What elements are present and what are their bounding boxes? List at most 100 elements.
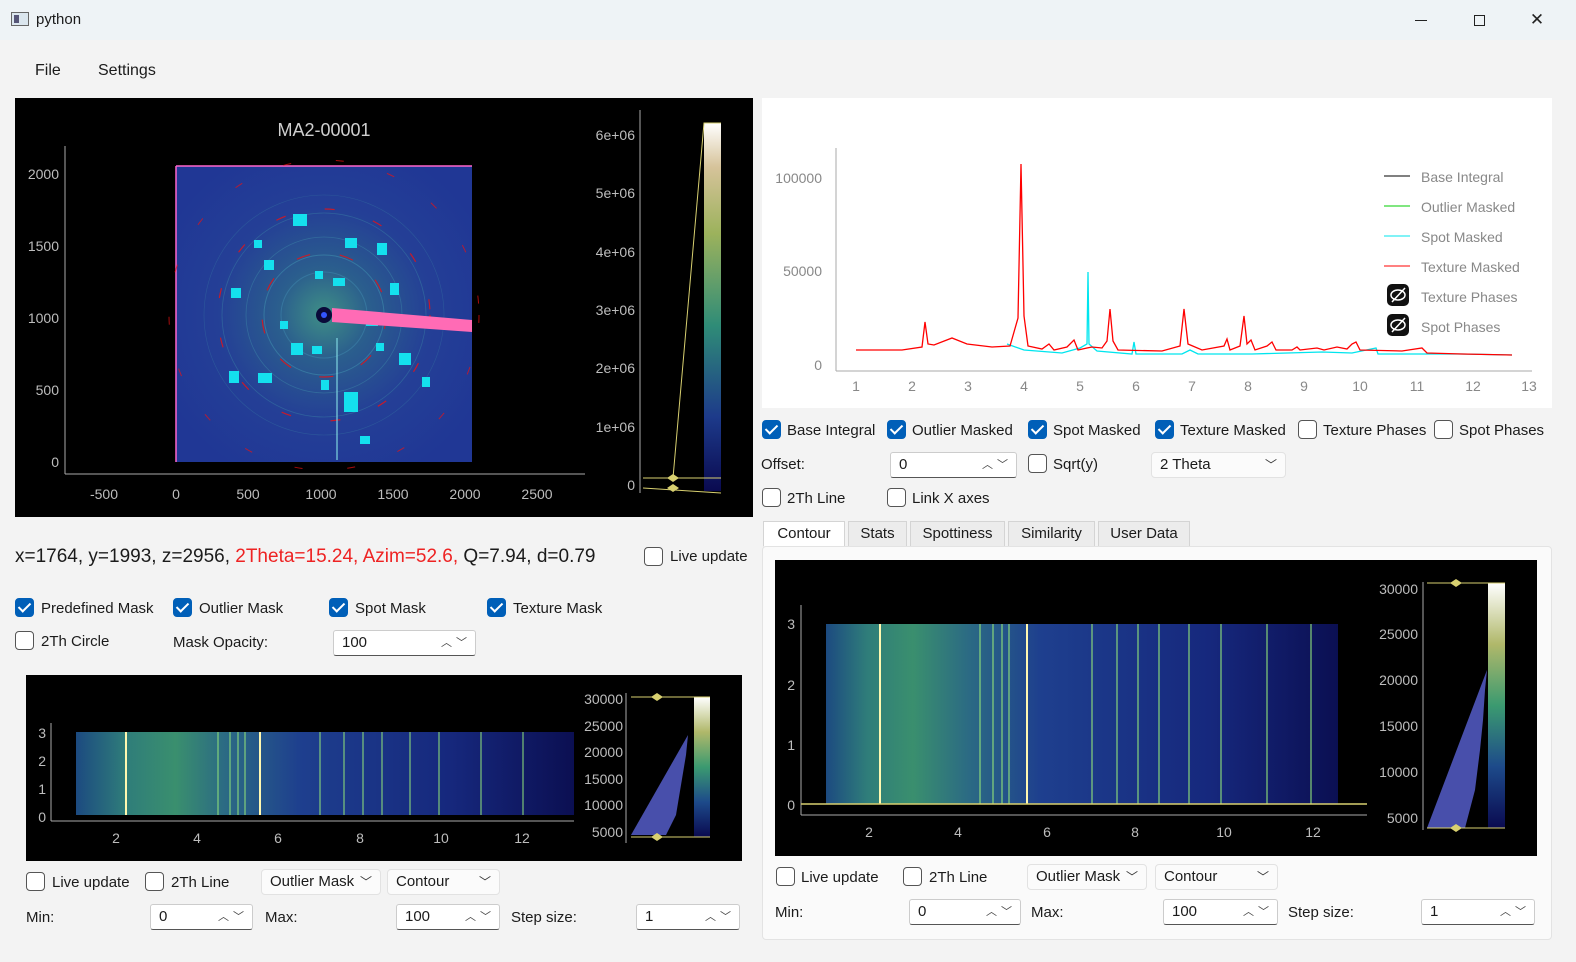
x-tick: 10 [1216, 824, 1232, 840]
spin-arrows-icon[interactable]: ︿﹀ [982, 459, 1012, 471]
left-2th-line-checkbox[interactable] [145, 872, 164, 891]
hidden-eye-icon[interactable] [1387, 314, 1409, 336]
y-tick: 3 [38, 725, 46, 741]
minimize-button[interactable] [1392, 0, 1450, 40]
right-contour-colorbar[interactable]: 30000 25000 20000 15000 10000 5000 [1379, 579, 1505, 832]
menu-settings[interactable]: Settings [98, 62, 156, 79]
right-mask-select[interactable]: Outlier Mask ﹀ [1027, 864, 1147, 890]
right-live-update-checkbox[interactable] [776, 867, 795, 886]
spin-arrows-icon[interactable]: ︿﹀ [1500, 906, 1530, 918]
right-step-value: 1 [1430, 903, 1439, 920]
contour-image[interactable] [801, 624, 1367, 805]
left-step-spinbox[interactable]: 1 ︿﹀ [636, 904, 740, 930]
base-integral-label: Base Integral [787, 422, 876, 439]
link-x-axes-checkbox[interactable] [887, 488, 906, 507]
right-mask-select-value: Outlier Mask [1036, 868, 1121, 885]
right-min-value: 0 [918, 903, 927, 920]
tab-stats[interactable]: Stats [848, 521, 907, 547]
spot-phases-checkbox[interactable] [1434, 420, 1453, 439]
cursor-readout: x=1764, y=1993, z=2956, 2Theta=15.24, Az… [15, 546, 596, 568]
maximize-button[interactable] [1450, 0, 1508, 40]
x-tick: 8 [356, 830, 364, 846]
spin-arrows-icon[interactable]: ︿﹀ [1243, 906, 1273, 918]
x-axis-unit-select[interactable]: 2 Theta ﹀ [1151, 452, 1286, 478]
spin-arrows-icon[interactable]: ︿﹀ [218, 911, 248, 923]
offset-label: Offset: [761, 456, 805, 473]
x-tick: 12 [1465, 378, 1481, 394]
y-tick: 100000 [775, 170, 822, 186]
image-title: MA2-00001 [277, 120, 370, 140]
integral-legend: Base Integral Outlier Masked Spot Masked… [1384, 169, 1520, 336]
right-2th-line-checkbox[interactable] [903, 867, 922, 886]
left-contour-colorbar[interactable]: 30000 25000 20000 15000 10000 5000 [584, 691, 710, 843]
left-contour-panel[interactable]: 3 2 1 0 2 4 6 8 10 12 30000 25000 20000 … [26, 675, 742, 861]
tab-similarity[interactable]: Similarity [1008, 521, 1095, 547]
x-tick: 6 [1132, 378, 1140, 394]
x-axis-unit-value: 2 Theta [1160, 456, 1211, 473]
x-tick: 6 [1043, 824, 1051, 840]
close-button[interactable]: ✕ [1508, 0, 1566, 40]
outlier-masked-checkbox[interactable] [887, 420, 906, 439]
right-max-label: Max: [1031, 904, 1064, 921]
spot-mask-checkbox[interactable] [329, 598, 348, 617]
left-max-spinbox[interactable]: 100 ︿﹀ [396, 904, 500, 930]
left-min-spinbox[interactable]: 0 ︿﹀ [150, 904, 253, 930]
detector-image-svg[interactable]: MA2-00001 2000 1500 1000 500 0 -500 0 50… [15, 98, 753, 517]
right-min-spinbox[interactable]: 0 ︿﹀ [909, 899, 1021, 925]
texture-masked-label: Texture Masked [1180, 422, 1286, 439]
tab-user-data[interactable]: User Data [1098, 521, 1190, 547]
left-mask-select[interactable]: Outlier Mask ﹀ [261, 869, 381, 895]
y-tick-0: 0 [51, 454, 59, 470]
contour-image[interactable] [76, 732, 574, 815]
right-contour-panel[interactable]: 3 2 1 0 2 4 6 8 10 12 30000 25000 20000 [775, 560, 1537, 856]
right-max-value: 100 [1172, 903, 1198, 920]
x-tick: 1 [852, 378, 860, 394]
spin-arrows-icon[interactable]: ︿﹀ [705, 911, 735, 923]
spot-mask-label: Spot Mask [355, 600, 426, 617]
x-tick: 10 [433, 830, 449, 846]
offset-spinbox[interactable]: 0 ︿﹀ [890, 452, 1017, 478]
right-max-spinbox[interactable]: 100 ︿﹀ [1163, 899, 1278, 925]
base-integral-checkbox[interactable] [762, 420, 781, 439]
left-min-label: Min: [26, 909, 55, 926]
spin-arrows-icon[interactable]: ︿﹀ [441, 637, 471, 649]
close-icon: ✕ [1529, 10, 1545, 29]
2th-circle-checkbox[interactable] [15, 631, 34, 650]
x-tick: 11 [1410, 378, 1425, 394]
right-plot-select[interactable]: Contour ﹀ [1155, 864, 1278, 890]
x-tick: 9 [1300, 378, 1308, 394]
texture-masked-checkbox[interactable] [1155, 420, 1174, 439]
chevron-down-icon: ﹀ [1125, 870, 1138, 884]
spin-arrows-icon[interactable]: ︿﹀ [986, 906, 1016, 918]
y-tick-1000: 1000 [28, 310, 59, 326]
colorbar[interactable]: 6e+06 5e+06 4e+06 3e+06 2e+06 1e+06 0 [596, 110, 722, 494]
menu-file[interactable]: File [35, 62, 61, 79]
y-tick-1500: 1500 [28, 238, 59, 254]
mask-opacity-spinbox[interactable]: 100 ︿﹀ [333, 630, 476, 656]
spot-masked-checkbox[interactable] [1028, 420, 1047, 439]
x-tick: 2 [112, 830, 120, 846]
texture-mask-checkbox[interactable] [487, 598, 506, 617]
hidden-eye-icon[interactable] [1387, 284, 1409, 306]
outlier-mask-checkbox[interactable] [173, 598, 192, 617]
integral-plot-panel[interactable]: 100000 50000 0 1 2 3 4 5 6 7 8 9 10 11 1… [762, 98, 1552, 408]
tab-contour[interactable]: Contour [763, 521, 845, 547]
left-plot-select[interactable]: Contour ﹀ [387, 869, 500, 895]
detector-image-panel[interactable]: MA2-00001 2000 1500 1000 500 0 -500 0 50… [15, 98, 753, 517]
predefined-mask-checkbox[interactable] [15, 598, 34, 617]
diffraction-image[interactable] [168, 159, 480, 471]
tab-spottiness[interactable]: Spottiness [910, 521, 1005, 547]
image-live-update-label: Live update [670, 548, 748, 565]
image-live-update-checkbox[interactable] [644, 547, 663, 566]
chevron-down-icon: ﹀ [359, 875, 372, 889]
x-tick: 4 [1020, 378, 1028, 394]
sqrt-y-checkbox[interactable] [1028, 454, 1047, 473]
cbar-tick: 5e+06 [596, 185, 636, 201]
y-tick: 2 [787, 677, 795, 693]
left-live-update-checkbox[interactable] [26, 872, 45, 891]
right-step-spinbox[interactable]: 1 ︿﹀ [1421, 899, 1535, 925]
spin-arrows-icon[interactable]: ︿﹀ [465, 911, 495, 923]
texture-phases-checkbox[interactable] [1298, 420, 1317, 439]
right-2th-line-label: 2Th Line [929, 869, 988, 886]
integral-2th-line-checkbox[interactable] [762, 488, 781, 507]
